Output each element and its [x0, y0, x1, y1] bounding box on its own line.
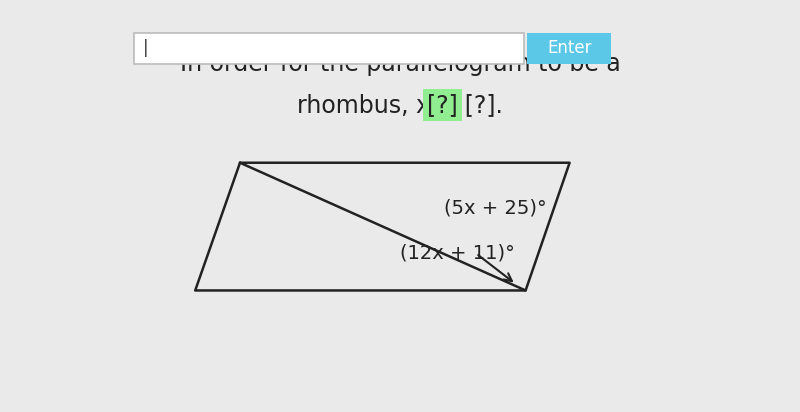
Text: Enter: Enter [547, 40, 591, 57]
Bar [134, 33, 524, 64]
Text: (12x + 11)°: (12x + 11)° [400, 244, 515, 263]
Text: (5x + 25)°: (5x + 25)° [444, 199, 546, 218]
Text: rhombus, x = [?].: rhombus, x = [?]. [297, 93, 503, 117]
Text: |: | [142, 40, 148, 57]
Bar [527, 33, 611, 64]
Text: [?]: [?] [427, 93, 458, 117]
Text: In order for the parallelogram to be a: In order for the parallelogram to be a [180, 52, 620, 76]
